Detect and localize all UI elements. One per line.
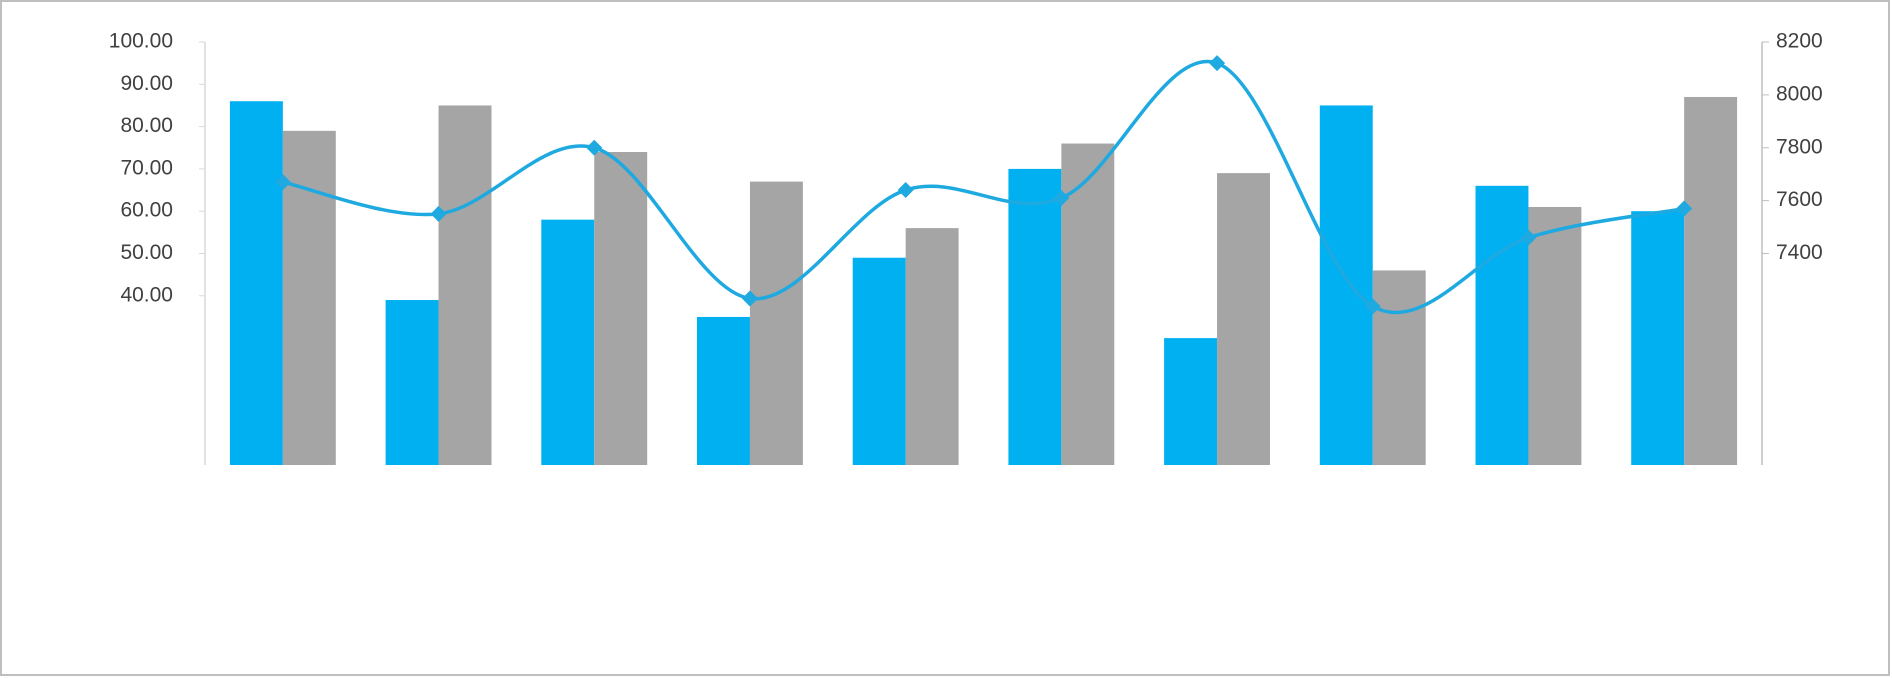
bar [385, 300, 439, 465]
bar [1631, 211, 1685, 465]
line-marker [586, 139, 603, 156]
y-tick-label: 60.00 [120, 199, 173, 222]
line [282, 59, 1685, 315]
y2-tick-label: 7600 [1776, 188, 1823, 211]
y-tick-label: 100.00 [109, 30, 173, 53]
line-marker [1676, 200, 1693, 217]
y2-tick-label: 7800 [1776, 135, 1823, 158]
y-tick-label: 70.00 [120, 156, 173, 179]
bar [1684, 96, 1738, 466]
y2-tick-label: 8000 [1776, 82, 1823, 105]
line-marker [897, 182, 914, 199]
bar [282, 130, 336, 465]
line-marker [1520, 229, 1537, 246]
bar [1319, 105, 1373, 465]
line-marker [1364, 298, 1381, 315]
bar [438, 105, 492, 465]
bar [1528, 206, 1582, 465]
y-tick-label: 50.00 [120, 241, 173, 264]
line-marker [1209, 55, 1226, 72]
bar [905, 228, 959, 465]
bar [749, 181, 803, 465]
bar [1475, 185, 1529, 465]
bar [1372, 270, 1426, 465]
line-marker [274, 174, 291, 191]
bar [697, 316, 750, 465]
y2-tick-label: 8200 [1776, 30, 1823, 53]
bar [1061, 143, 1115, 465]
y2-tick-label: 7400 [1776, 241, 1823, 264]
bar [541, 219, 595, 465]
bar [229, 101, 283, 465]
y-tick-label: 90.00 [120, 72, 173, 95]
bar [594, 151, 648, 466]
bar [1217, 173, 1270, 465]
bar [852, 257, 906, 465]
bar [1164, 338, 1218, 465]
y-tick-label: 80.00 [120, 114, 173, 137]
bar [1008, 168, 1062, 465]
y-tick-label: 40.00 [120, 283, 173, 306]
line-marker [430, 205, 447, 222]
line-marker [741, 290, 758, 307]
line-marker [1053, 189, 1070, 206]
